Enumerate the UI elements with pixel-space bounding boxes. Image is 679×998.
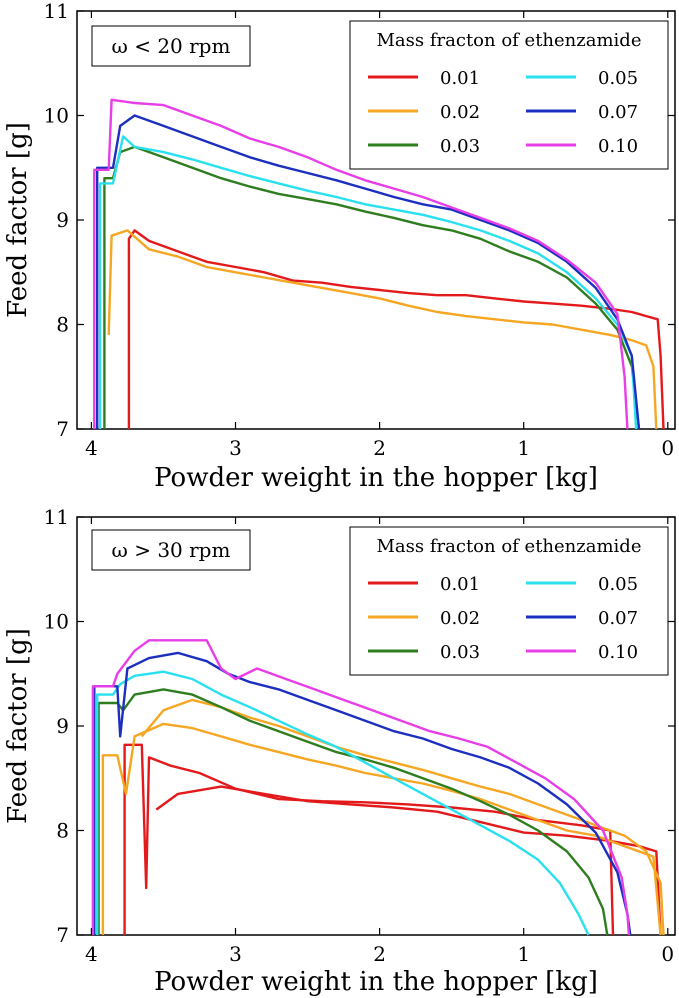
- x-tick-label: 3: [229, 436, 242, 460]
- x-tick-label: 0: [661, 942, 674, 966]
- x-tick-label: 1: [517, 436, 530, 460]
- series-line-0.05: [98, 135, 638, 430]
- x-axis-label: Powder weight in the hopper [kg]: [154, 463, 598, 493]
- legend-label: 0.10: [598, 642, 638, 663]
- y-axis-label: Feed factor [g]: [3, 122, 33, 318]
- legend-label: 0.03: [440, 136, 480, 157]
- x-tick-label: 4: [85, 942, 98, 966]
- legend: Mass fracton of ethenzamide 0.01 0.02 0.03 0…: [349, 526, 669, 676]
- series-line-0.01: [155, 785, 662, 936]
- legend-label: 0.07: [598, 608, 638, 629]
- y-tick-label: 11: [44, 0, 69, 23]
- annotation-box: [91, 529, 251, 571]
- series-lines: [93, 98, 665, 430]
- series-lines: [91, 639, 665, 936]
- legend-label: 0.03: [440, 642, 480, 663]
- legend-label: 0.05: [598, 574, 638, 595]
- series-line-0.03: [103, 145, 641, 430]
- series-line-0.10: [91, 639, 631, 936]
- x-tick-label: 2: [373, 436, 386, 460]
- y-tick-label: 7: [56, 923, 69, 947]
- y-tick-label: 7: [56, 417, 69, 441]
- series-line-0.05: [96, 670, 590, 936]
- x-tick-label: 2: [373, 942, 386, 966]
- legend-label: 0.10: [598, 136, 638, 157]
- legend-label: 0.02: [440, 102, 480, 123]
- speed-annotation: ω < 20 rpm: [112, 34, 231, 58]
- legend: Mass fracton of ethenzamide 0.01 0.02 0.03 0…: [349, 20, 669, 170]
- legend-label: 0.01: [440, 68, 480, 89]
- x-tick-label: 0: [661, 436, 674, 460]
- y-tick-label: 8: [56, 313, 69, 337]
- series-line-0.01: [127, 229, 665, 430]
- x-tick-label: 4: [85, 436, 98, 460]
- y-tick-label: 10: [44, 104, 69, 128]
- series-line-0.02: [107, 229, 658, 430]
- legend-label: 0.01: [440, 574, 480, 595]
- legend-label: 0.02: [440, 608, 480, 629]
- speed-annotation: ω > 30 rpm: [112, 538, 231, 562]
- x-axis-label: Powder weight in the hopper [kg]: [154, 967, 598, 997]
- legend-title: Mass fracton of ethenzamide: [377, 536, 642, 557]
- series-line-0.10: [93, 98, 629, 430]
- y-tick-label: 9: [56, 208, 69, 232]
- annotation-box: [91, 25, 251, 67]
- y-tick-label: 9: [56, 714, 69, 738]
- y-tick-label: 10: [44, 610, 69, 634]
- series-line-0.02: [101, 722, 662, 936]
- series-line-0.07: [96, 114, 641, 430]
- y-tick-label: 8: [56, 819, 69, 843]
- x-tick-label: 1: [517, 942, 530, 966]
- legend-title: Mass fracton of ethenzamide: [377, 30, 642, 51]
- series-line-0.07: [93, 651, 632, 936]
- series-line-0.03: [97, 688, 609, 936]
- legend-label: 0.05: [598, 68, 638, 89]
- y-axis-label: Feed factor [g]: [3, 628, 33, 824]
- x-tick-label: 3: [229, 942, 242, 966]
- y-tick-label: 11: [44, 505, 69, 529]
- legend-label: 0.07: [598, 102, 638, 123]
